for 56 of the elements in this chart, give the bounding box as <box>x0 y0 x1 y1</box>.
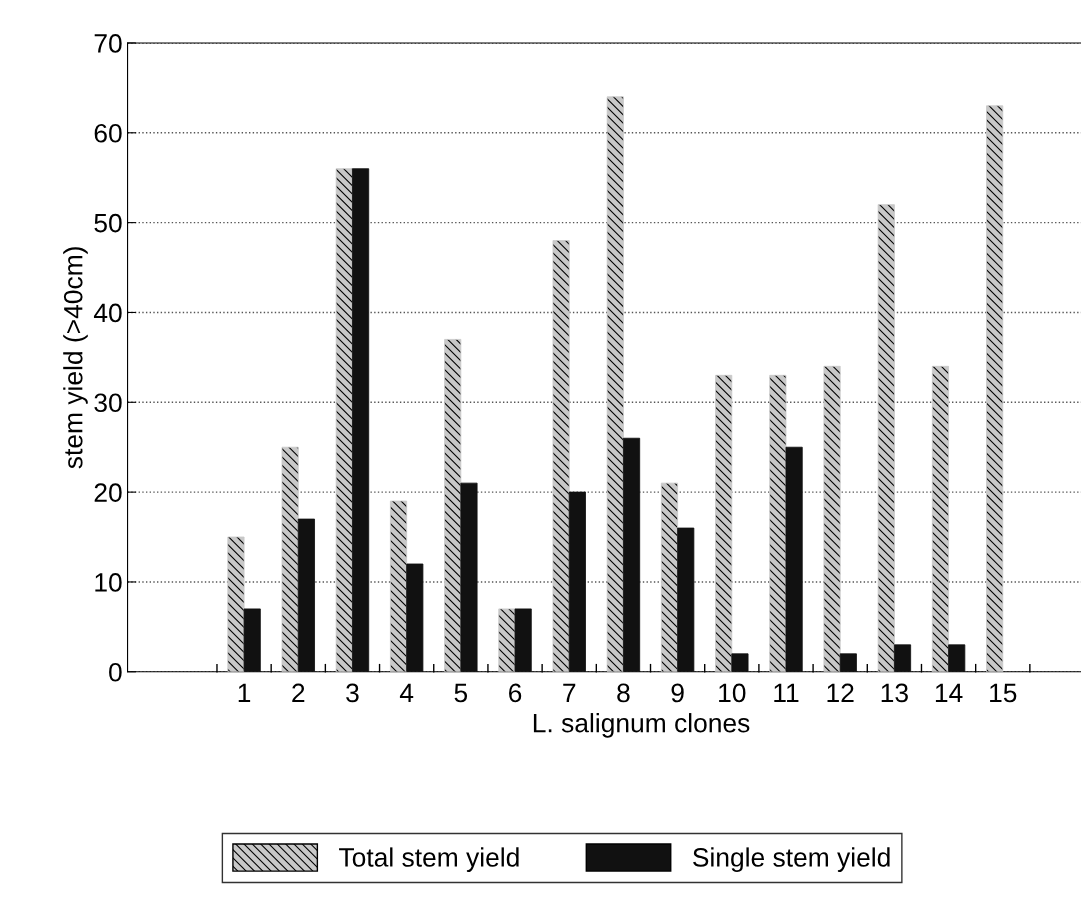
legend-label: Single stem yield <box>693 847 890 872</box>
y-axis-title: stem yield (>40cm) <box>63 247 88 469</box>
bar <box>660 482 679 672</box>
x-tick-label: 14 <box>935 683 963 703</box>
bar <box>623 437 641 672</box>
x-tick-label: 11 <box>774 683 799 703</box>
x-tick-label: 12 <box>827 683 854 703</box>
y-tick-label: 70 <box>94 34 122 53</box>
bar <box>677 527 695 672</box>
x-tick-label: 5 <box>454 683 468 703</box>
bar <box>731 653 749 672</box>
x-tick-label: 9 <box>671 683 684 703</box>
bar <box>444 338 462 672</box>
x-tick-label: 10 <box>719 683 746 703</box>
bar <box>243 608 261 672</box>
bar <box>715 374 733 672</box>
bar <box>281 446 299 672</box>
bar <box>389 500 408 672</box>
bar <box>297 518 315 672</box>
y-tick-label: 60 <box>94 123 122 143</box>
y-tick-label: 30 <box>94 393 122 413</box>
bar <box>227 536 245 672</box>
bar <box>823 365 841 672</box>
x-tick-label: 7 <box>563 683 576 703</box>
y-tick-label: 10 <box>95 573 122 592</box>
bar <box>769 374 787 672</box>
y-tick-label: 0 <box>109 662 122 682</box>
x-tick-label: 8 <box>617 683 630 703</box>
bar <box>931 365 949 672</box>
x-tick-label: 2 <box>292 683 305 703</box>
x-tick-label: 6 <box>509 683 522 703</box>
bar <box>498 608 516 672</box>
y-tick-label: 50 <box>94 213 122 233</box>
bar <box>839 653 857 672</box>
bar <box>568 491 586 672</box>
bar <box>406 563 424 672</box>
legend-label: Total stem yield <box>339 847 519 872</box>
bar <box>877 204 895 672</box>
y-tick-label: 20 <box>94 483 122 502</box>
y-tick-label: 40 <box>93 303 122 323</box>
bar <box>986 105 1004 672</box>
bar <box>893 644 912 672</box>
bar <box>460 482 478 672</box>
bar <box>785 446 803 672</box>
x-tick-label: 3 <box>346 683 359 703</box>
bar <box>514 608 532 672</box>
x-tick-label: 15 <box>990 683 1017 703</box>
x-tick-label: 1 <box>238 683 251 703</box>
x-tick-label: 13 <box>881 683 908 703</box>
bar <box>606 96 624 672</box>
bar <box>552 240 570 672</box>
bar <box>352 168 370 672</box>
bar <box>335 168 353 672</box>
x-axis-title: L. salignum clones <box>533 713 750 738</box>
x-tick-label: 4 <box>399 683 414 703</box>
bar <box>948 644 966 672</box>
